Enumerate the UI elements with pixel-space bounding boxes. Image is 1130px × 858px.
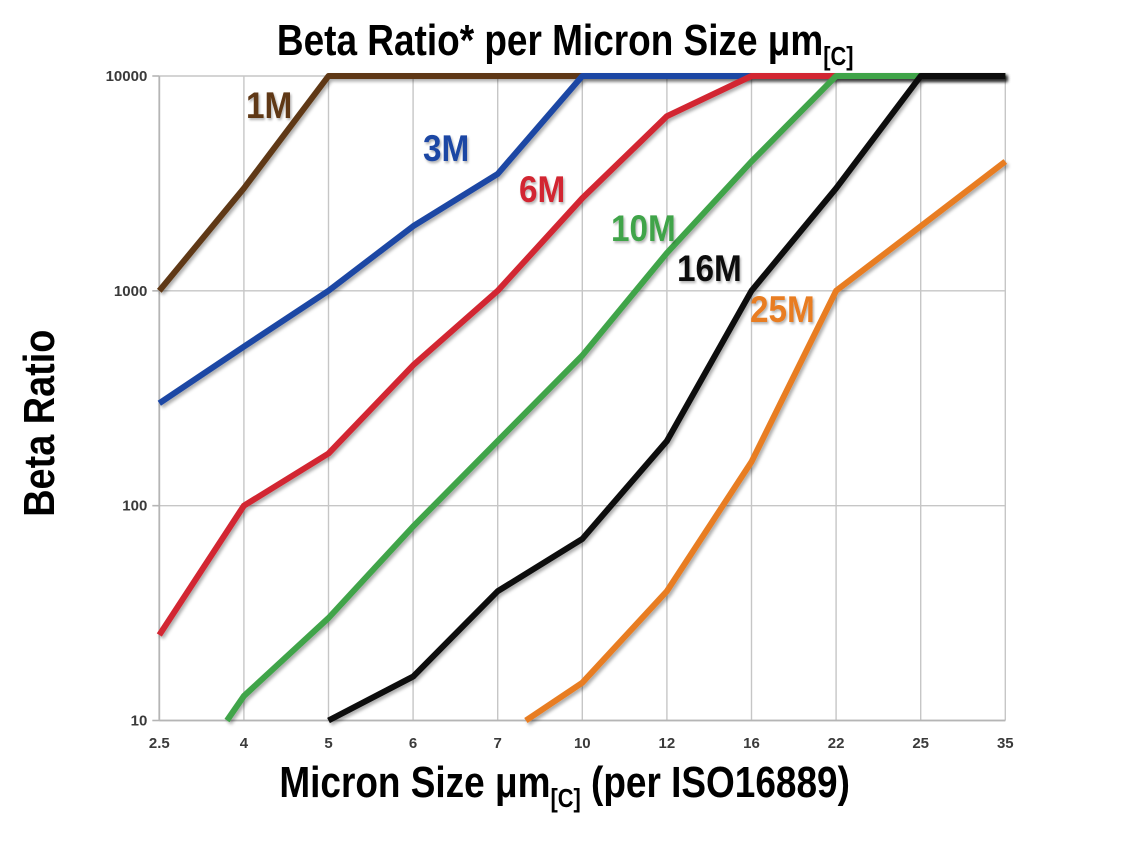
x-tick-label: 6: [409, 735, 417, 752]
x-tick-label: 7: [494, 735, 502, 752]
gridlines: [158, 75, 1006, 722]
chart-title-text: Beta Ratio* per Micron Size μm: [276, 16, 824, 65]
series-line-6M: [156, 73, 1006, 637]
chart-title: Beta Ratio* per Micron Size μm[C]: [0, 16, 1130, 71]
x-tick-label: 25: [912, 735, 929, 752]
x-tick-label: 5: [324, 735, 332, 752]
series-label-6M: 6M: [519, 169, 565, 210]
y-tick-labels: 10 100 1000 10000: [106, 68, 148, 730]
x-tick-labels: 2.5 4 5 6 7 10 12 16 22 25 35: [149, 735, 1014, 752]
y-tick-label: 10: [131, 713, 148, 730]
series-line-10M: [224, 73, 1006, 723]
series-lines: [156, 73, 1008, 724]
series-line-16M: [327, 73, 1006, 724]
x-tick-label: 35: [997, 735, 1014, 752]
chart-title-subscript: [C]: [823, 41, 854, 71]
series-line-3M: [157, 73, 1006, 406]
y-tick-label: 1000: [114, 283, 147, 300]
x-axis-title-subscript: [C]: [550, 783, 582, 813]
series-label-25M: 25M: [750, 289, 815, 330]
x-tick-label: 16: [743, 735, 760, 752]
x-axis-title-suffix: (per ISO16889): [581, 758, 851, 807]
series-line-25M: [524, 159, 1008, 723]
x-tick-label: 22: [828, 735, 845, 752]
x-tick-label: 12: [659, 735, 676, 752]
series-label-3M: 3M: [423, 128, 469, 169]
series-label-16M: 16M: [677, 248, 742, 289]
series-label-1M: 1M: [246, 85, 292, 126]
axes: [152, 75, 1006, 722]
x-tick-label: 4: [240, 735, 249, 752]
y-tick-label: 10000: [106, 68, 148, 85]
y-tick-label: 100: [122, 498, 147, 515]
x-tick-label: 10: [574, 735, 591, 752]
x-axis-title: Micron Size μm[C] (per ISO16889): [0, 758, 1130, 814]
x-tick-label: 2.5: [149, 735, 170, 752]
x-axis-title-text: Micron Size μm: [279, 758, 551, 807]
series-label-10M: 10M: [611, 208, 676, 249]
